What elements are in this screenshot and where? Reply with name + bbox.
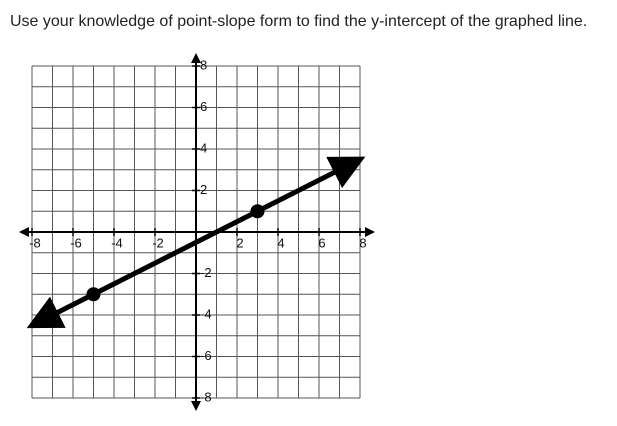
graphed-line [26,156,366,329]
x-tick-label: 2 [236,235,243,250]
y-tick-label: 6 [200,99,207,114]
question-text: Use your knowledge of point-slope form t… [10,13,588,30]
x-tick-label: -2 [152,235,164,250]
y-tick-label: -2 [200,265,212,280]
x-tick-label: -8 [29,235,41,250]
y-tick-label: 2 [200,182,207,197]
y-tick-label: 4 [200,140,207,155]
point [250,204,265,219]
x-tick-label: 6 [318,235,325,250]
y-tick-label: -4 [200,306,212,321]
x-tick-label: -6 [70,235,82,250]
x-tick-label: 4 [277,235,284,250]
x-tick-label: -4 [111,235,123,250]
x-tick-label: 8 [359,235,366,250]
y-tick-label: -8 [200,389,212,404]
point [86,287,101,302]
y-tick-label: -6 [200,348,212,363]
y-tick-label: 8 [200,57,207,72]
